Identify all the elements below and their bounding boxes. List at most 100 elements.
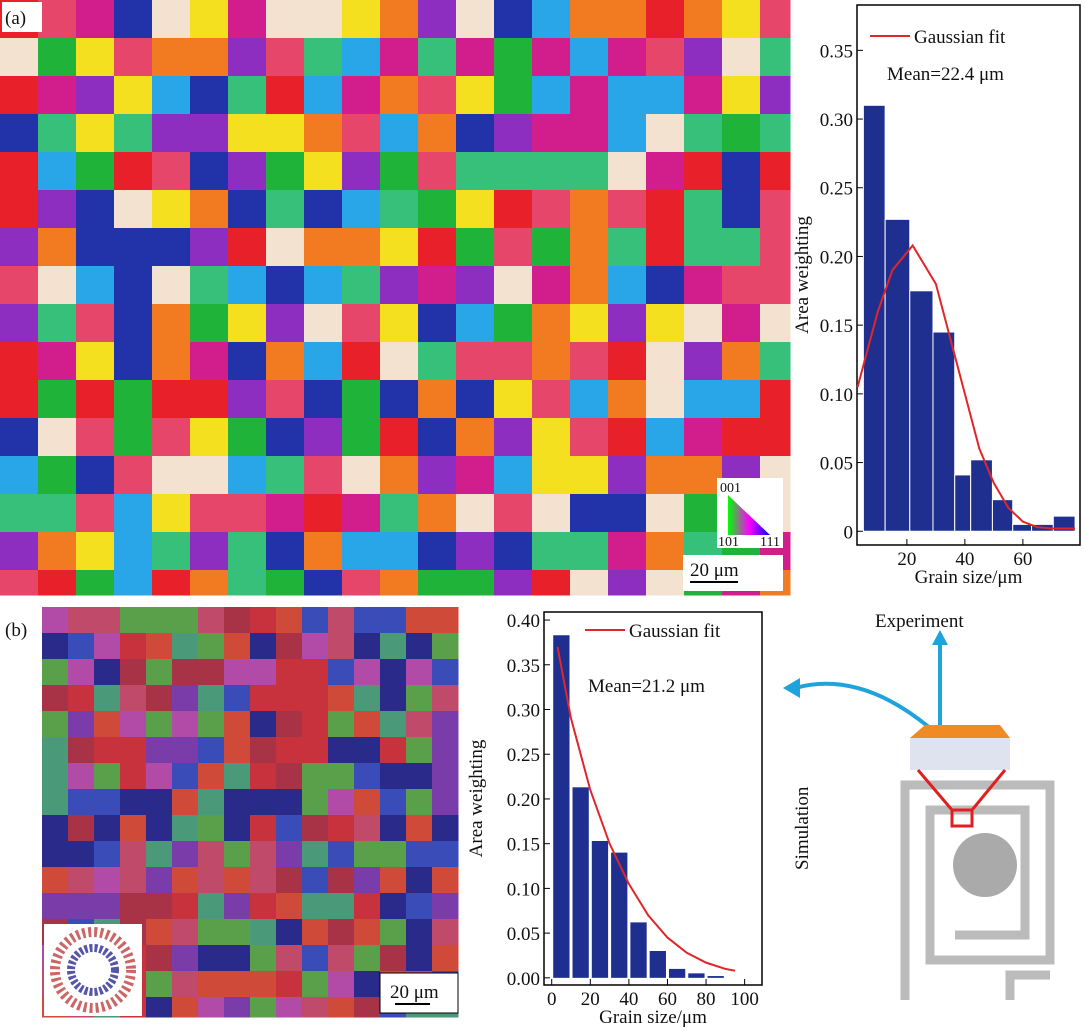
grain (328, 971, 355, 998)
grain (304, 532, 343, 571)
grain (0, 532, 39, 571)
grain (224, 971, 251, 998)
grain (302, 893, 329, 920)
grain (342, 38, 381, 77)
grain (250, 633, 277, 660)
bar (707, 976, 724, 978)
grain (722, 304, 761, 343)
grain (190, 0, 229, 39)
grain (570, 190, 609, 229)
grain (152, 532, 191, 571)
grain (228, 190, 267, 229)
y-tick-label: 0.10 (820, 385, 853, 406)
grain (406, 659, 433, 686)
grain (302, 945, 329, 972)
grain (532, 114, 571, 153)
grain (328, 659, 355, 686)
grain (198, 659, 225, 686)
x-tick-label: 100 (730, 989, 759, 1010)
grain (646, 456, 685, 495)
grain (224, 893, 251, 920)
grain (342, 570, 381, 596)
grain (760, 0, 791, 39)
y-tick-label: 0.00 (507, 969, 540, 990)
grain (224, 945, 251, 972)
grain (328, 919, 355, 946)
grain (494, 38, 533, 77)
grain (42, 763, 69, 790)
grain (380, 114, 419, 153)
grain (228, 532, 267, 571)
bar (991, 499, 1014, 532)
grain (418, 418, 457, 457)
grain (432, 789, 459, 816)
grain (354, 841, 381, 868)
grain (494, 532, 533, 571)
grain (76, 570, 115, 596)
grain (76, 190, 115, 229)
grain (198, 685, 225, 712)
grain (198, 711, 225, 738)
grain (114, 38, 153, 77)
grain (354, 789, 381, 816)
grain (146, 867, 173, 894)
grain (68, 867, 95, 894)
grain (304, 228, 343, 267)
grain (146, 789, 173, 816)
grain (684, 418, 723, 457)
melt-pool (953, 833, 1017, 897)
grain (456, 570, 495, 596)
grain (38, 228, 77, 267)
grain (354, 607, 381, 634)
grain (250, 659, 277, 686)
grain (172, 711, 199, 738)
grain (276, 841, 303, 868)
grain (152, 342, 191, 381)
legend-label: Gaussian fit (914, 27, 1006, 48)
grain (570, 342, 609, 381)
grain (418, 152, 457, 191)
grain (152, 114, 191, 153)
grain (646, 342, 685, 381)
grain (570, 380, 609, 419)
grain (380, 737, 407, 764)
grain (120, 659, 147, 686)
grain (250, 841, 277, 868)
grain (190, 494, 229, 533)
grain (68, 633, 95, 660)
grain (494, 76, 533, 115)
fit-line (556, 646, 736, 972)
grain (532, 570, 571, 596)
grain (94, 893, 121, 920)
grain (302, 867, 329, 894)
grain (224, 867, 251, 894)
grain (120, 737, 147, 764)
grain (76, 418, 115, 457)
grain (0, 304, 39, 343)
grain (152, 304, 191, 343)
grain (760, 38, 791, 77)
grain (198, 763, 225, 790)
grain (120, 841, 147, 868)
grain (0, 76, 39, 115)
bar (884, 218, 911, 532)
grain (172, 867, 199, 894)
bar (591, 840, 609, 978)
grain (302, 659, 329, 686)
grain (418, 0, 457, 39)
grain (380, 893, 407, 920)
grain (608, 532, 647, 571)
grain (0, 152, 39, 191)
grain (532, 380, 571, 419)
grain (646, 380, 685, 419)
y-tick-label: 0.35 (820, 41, 853, 62)
grain (532, 228, 571, 267)
grain (494, 418, 533, 457)
y-tick-label: 0 (844, 522, 854, 543)
grain (722, 38, 761, 77)
grain (380, 418, 419, 457)
grain (328, 945, 355, 972)
grain (38, 494, 77, 533)
grain (432, 763, 459, 790)
scale-bar-box (379, 972, 459, 1014)
